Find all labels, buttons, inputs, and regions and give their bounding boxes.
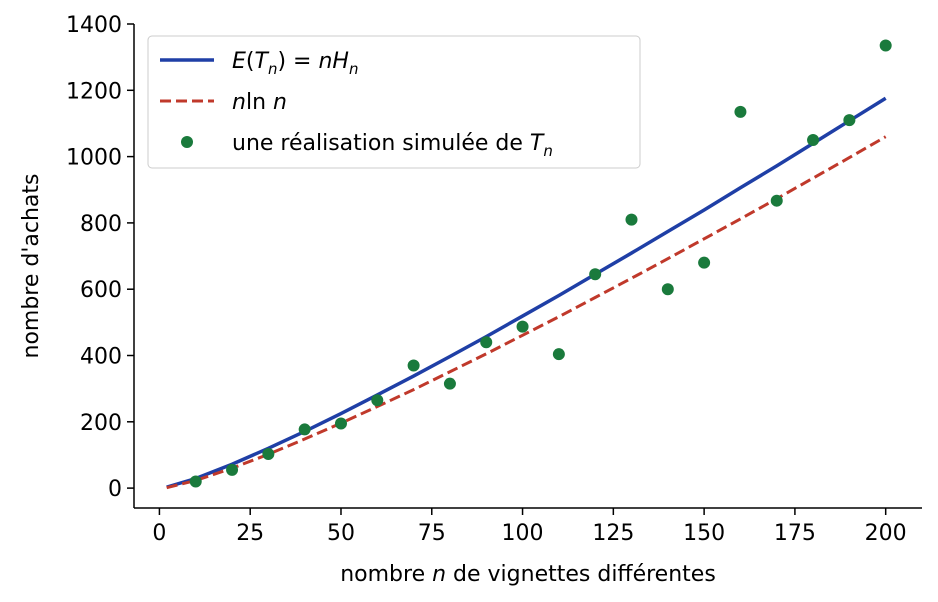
x-tick-label: 75 <box>418 521 446 546</box>
y-tick-label: 1000 <box>66 146 122 171</box>
axes: 0 25 50 75 100 125 150 175 200 0 200 400 600 800 1000 1… <box>66 13 922 546</box>
data-point <box>443 377 456 390</box>
data-point <box>189 475 202 488</box>
x-tick-label: 25 <box>236 521 264 546</box>
y-tick-label: 200 <box>80 411 122 436</box>
legend: E(Tn) = nHn nln n une réalisation simulé… <box>147 35 641 169</box>
data-point <box>734 105 747 118</box>
legend-entry-nlnn: nln n <box>232 90 287 115</box>
data-point <box>552 348 565 361</box>
data-point <box>262 447 275 460</box>
y-tick-label: 0 <box>108 477 122 502</box>
series-line-nlnn <box>166 135 887 490</box>
data-point <box>698 256 711 269</box>
data-point <box>226 463 239 476</box>
data-point <box>298 423 311 436</box>
x-tick-label: 175 <box>774 521 816 546</box>
x-tick-label: 0 <box>152 521 166 546</box>
x-axis-label: nombre n de vignettes différentes <box>340 562 716 587</box>
y-tick-label: 600 <box>80 278 122 303</box>
y-tick-label: 400 <box>80 345 122 370</box>
y-axis-label: nombre d'achats <box>19 174 44 359</box>
x-tick-label: 50 <box>327 521 355 546</box>
data-point <box>661 283 674 296</box>
data-point <box>589 268 602 281</box>
legend-entry-expected: E(Tn) = nHn <box>232 49 359 78</box>
y-tick-label: 1400 <box>66 13 122 38</box>
plot-area <box>166 39 892 490</box>
data-point <box>879 39 892 52</box>
x-tick-label: 200 <box>865 521 907 546</box>
data-point <box>480 336 493 349</box>
legend-swatch-points <box>181 136 193 148</box>
data-point <box>843 114 856 127</box>
data-point <box>407 359 420 372</box>
data-point <box>625 213 638 226</box>
data-point <box>516 320 529 333</box>
data-point <box>807 134 820 147</box>
y-tick-label: 1200 <box>66 79 122 104</box>
data-point <box>770 194 783 207</box>
y-tick-label: 800 <box>80 212 122 237</box>
legend-box <box>147 35 641 169</box>
x-tick-label: 150 <box>683 521 725 546</box>
x-tick-label: 125 <box>592 521 634 546</box>
data-point <box>334 417 347 430</box>
x-tick-label: 100 <box>502 521 544 546</box>
data-point <box>371 394 384 407</box>
series-line-expected <box>166 96 887 489</box>
legend-entry-simulation: une réalisation simulée de Tn <box>232 131 553 160</box>
